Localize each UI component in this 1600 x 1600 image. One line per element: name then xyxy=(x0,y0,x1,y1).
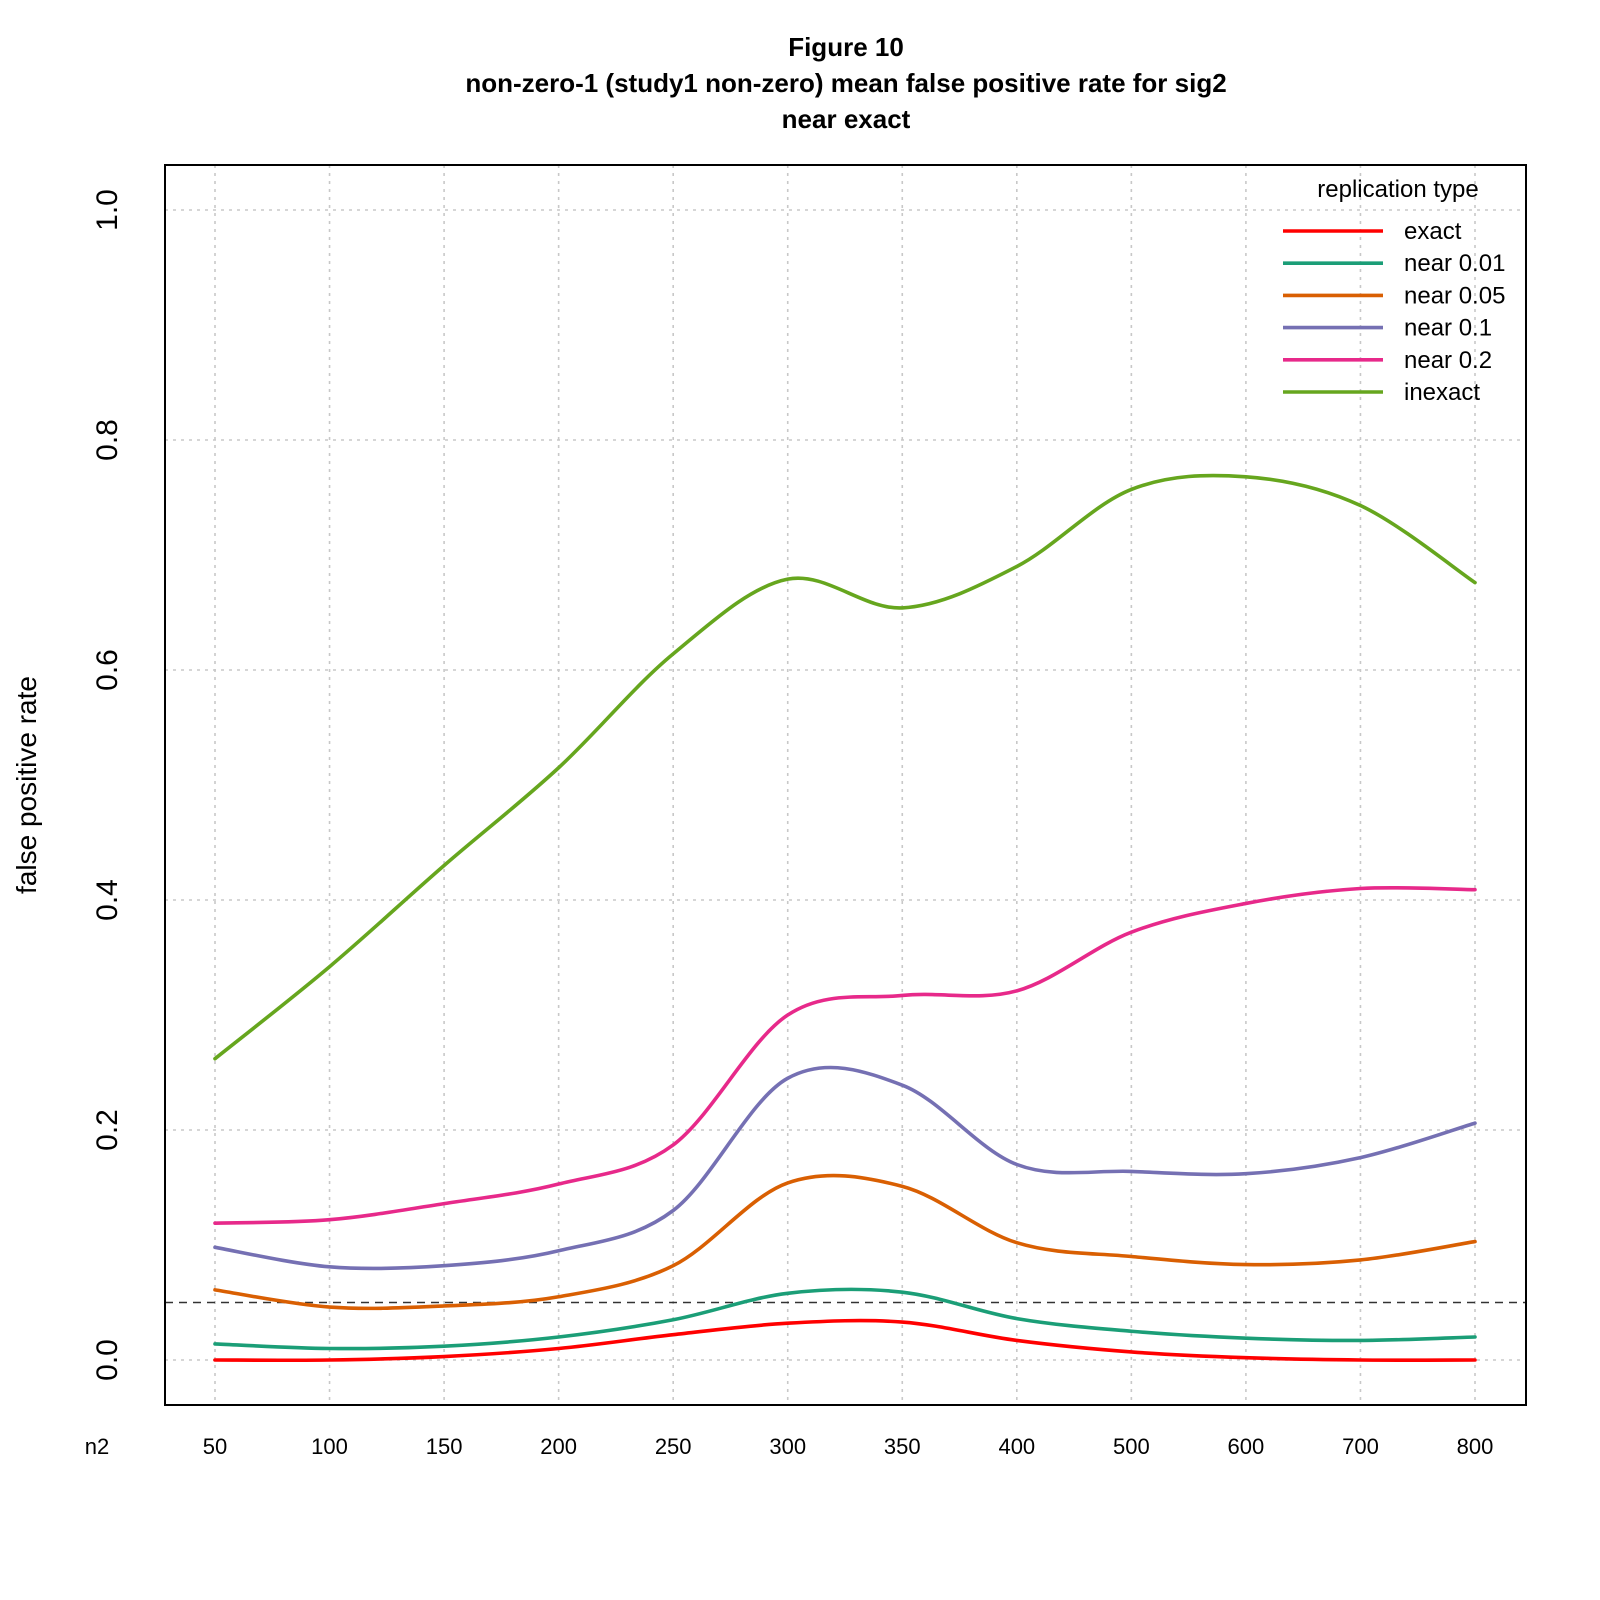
series-layer xyxy=(213,473,1477,1363)
legend-label: near 0.01 xyxy=(1404,250,1505,277)
x-tick-label: 350 xyxy=(884,1434,921,1459)
x-tick-label: 400 xyxy=(998,1434,1035,1459)
chart-title: Figure 10 non-zero-1 (study1 non-zero) m… xyxy=(465,32,1226,134)
y-tick-labels: 0.0 0.2 0.4 0.6 0.8 1.0 xyxy=(91,189,124,1381)
y-tick-label: 0.8 xyxy=(91,419,124,461)
y-tick-label: 0.0 xyxy=(91,1339,124,1381)
series-line-near-0-2 xyxy=(213,885,1477,1225)
title-line-1: Figure 10 xyxy=(788,32,904,62)
x-tick-label: 800 xyxy=(1457,1434,1494,1459)
x-axis-label: n2 xyxy=(85,1434,109,1459)
legend-label: near 0.1 xyxy=(1404,315,1492,342)
x-tick-label: 50 xyxy=(203,1434,227,1459)
legend-title: replication type xyxy=(1317,176,1478,203)
x-tick-labels: 50 100 150 200 250 300 350 400 500 600 700 800 xyxy=(203,1434,1494,1459)
series-line-near-0-05 xyxy=(213,1173,1477,1311)
x-tick-label: 250 xyxy=(655,1434,692,1459)
legend-label: inexact xyxy=(1404,379,1480,406)
x-tick-label: 600 xyxy=(1228,1434,1265,1459)
plot-frame xyxy=(164,164,1527,1406)
y-tick-label: 0.4 xyxy=(91,879,124,921)
x-tick-label: 150 xyxy=(426,1434,463,1459)
y-tick-label: 0.2 xyxy=(91,1109,124,1151)
y-tick-label: 1.0 xyxy=(91,189,124,231)
x-tick-label: 200 xyxy=(540,1434,577,1459)
x-tick-label: 500 xyxy=(1113,1434,1150,1459)
x-tick-label: 300 xyxy=(769,1434,806,1459)
series-line-inexact xyxy=(213,473,1477,1061)
legend: replication type exact near 0.01 near 0.05… xyxy=(1283,176,1505,406)
x-tick-label: 100 xyxy=(311,1434,348,1459)
legend-label: near 0.05 xyxy=(1404,282,1505,309)
title-line-2: non-zero-1 (study1 non-zero) mean false … xyxy=(465,68,1226,98)
legend-items: exact near 0.01 near 0.05 near 0.1 near 0.2 i… xyxy=(1283,218,1505,406)
x-tick-label: 700 xyxy=(1342,1434,1379,1459)
series-line-exact xyxy=(213,1318,1477,1363)
series-line-near-0-1 xyxy=(213,1065,1477,1271)
y-axis-label: false positive rate xyxy=(11,676,42,894)
series-line-near-0-01 xyxy=(213,1287,1477,1351)
grid xyxy=(165,165,1526,1405)
y-tick-label: 0.6 xyxy=(91,649,124,691)
legend-label: exact xyxy=(1404,218,1462,245)
legend-label: near 0.2 xyxy=(1404,347,1492,374)
title-line-3: near exact xyxy=(782,104,911,134)
